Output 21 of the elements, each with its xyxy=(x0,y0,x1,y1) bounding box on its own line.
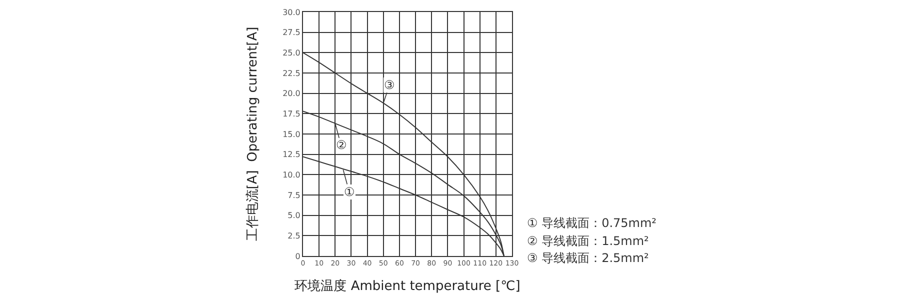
y-tick-label: 20.0 xyxy=(282,89,300,98)
annotation: ② xyxy=(336,138,347,152)
y-tick-label: 15.0 xyxy=(282,130,300,139)
y-tick-label: 17.5 xyxy=(282,109,300,118)
y-tick-label: 22.5 xyxy=(282,68,300,78)
annotation: ① xyxy=(344,185,355,199)
annotation: ③ xyxy=(384,78,395,92)
x-axis-title: 环境温度 Ambient temperature [℃] xyxy=(294,278,520,294)
y-tick-label: 12.5 xyxy=(282,150,300,160)
y-tick-label: 7.5 xyxy=(288,190,300,200)
text: ① 导线截面：0.75mm² xyxy=(527,216,657,230)
y-tick-label: 0 xyxy=(295,252,300,261)
y-tick-label: 27.5 xyxy=(282,28,300,38)
y-tick-label: 2.5 xyxy=(288,231,300,240)
y-axis-title: 工作电流[A] Operating current[A] xyxy=(244,26,261,242)
text: ③ 导线截面：2.5mm² xyxy=(527,251,650,265)
y-tick-label: 10.0 xyxy=(282,170,300,180)
y-tick-label: 5.0 xyxy=(288,211,300,220)
y-tick-label: 30.0 xyxy=(282,8,300,17)
y-tick-label: 25.0 xyxy=(282,48,300,58)
text: ② 导线截面：1.5mm² xyxy=(527,234,650,248)
